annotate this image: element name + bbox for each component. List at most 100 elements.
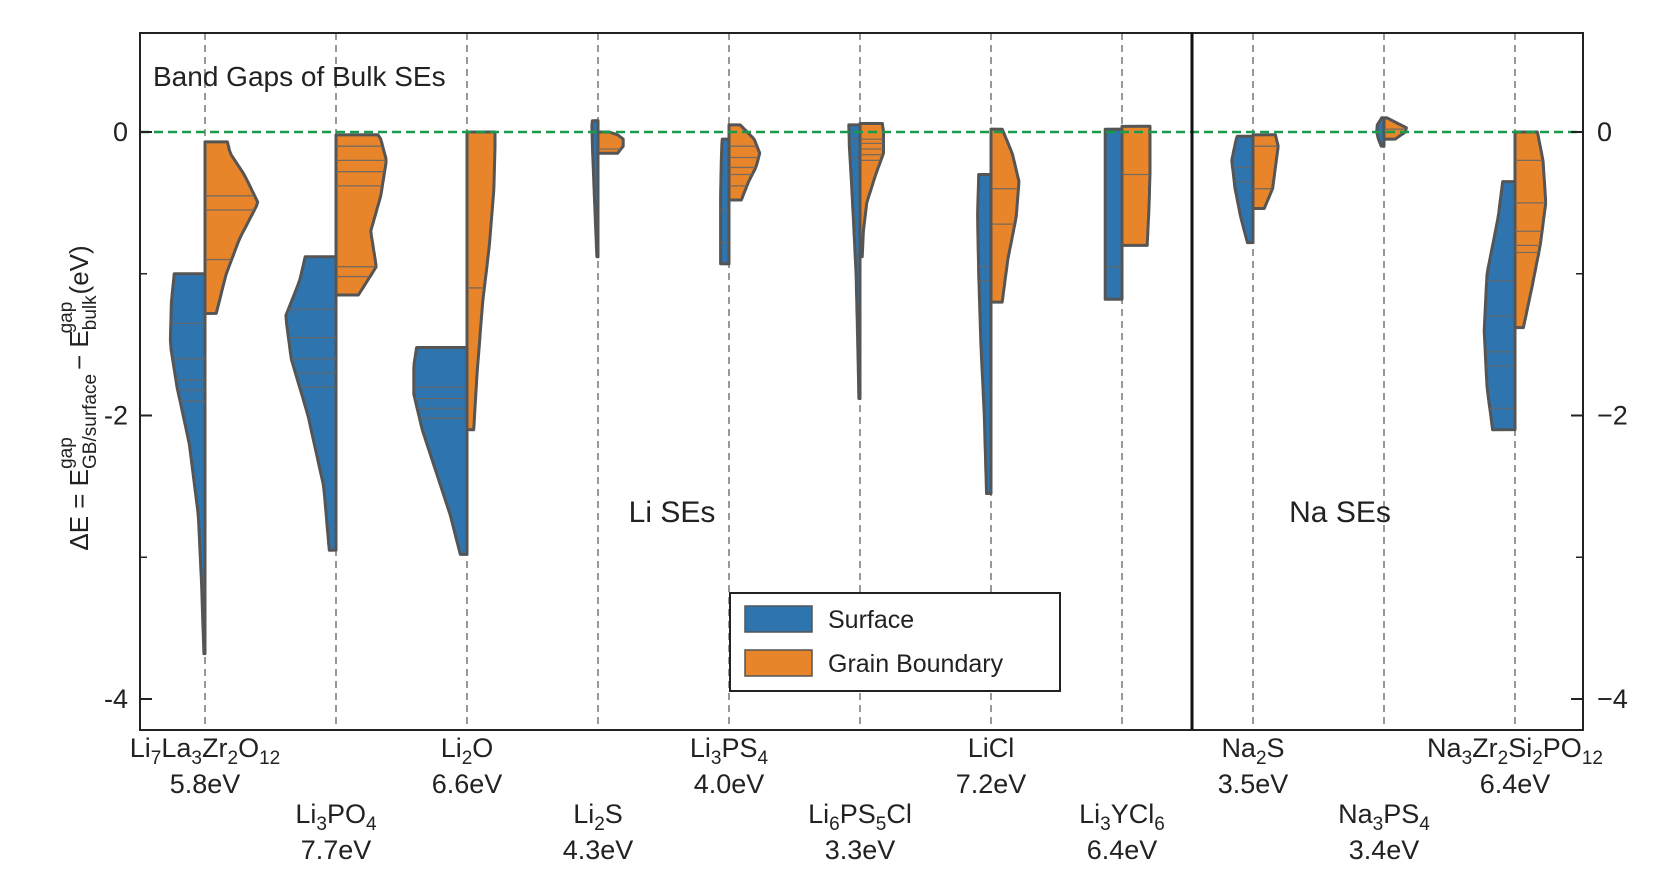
formula-part: 4 [758,748,769,769]
formula-part: 12 [1582,748,1603,769]
violin-1 [284,133,388,552]
violin-9-grain-boundary-body [1382,116,1408,141]
violin-1-grain-boundary-body [334,133,388,297]
y-tick-label-right-2: 0 [1597,117,1612,147]
legend-label-grain-boundary: Grain Boundary [828,650,1004,678]
violin-1-surface-body [284,255,338,552]
y-axis-label: ΔE = EGB/surfacegap − Ebulkgap (eV) [56,245,101,550]
region-labels: Li SEs Na SEs [629,496,1391,529]
violin-8 [1230,133,1280,245]
violin-10-grain-boundary-body [1513,130,1548,330]
violin-5-surface-body [847,123,862,400]
ylabel-mid: − E [64,330,94,377]
formula-part: 3 [1373,814,1384,835]
x-label-formula-3: Li2S [573,799,623,835]
formula-part: Na [1221,733,1256,763]
x-label-bandgap-1: 7.7eV [301,835,372,865]
violin-3 [590,119,625,259]
formula-part: Li [441,733,462,763]
ylabel-sup2: gap [56,302,77,334]
x-label-bandgap-7: 6.4eV [1087,835,1158,865]
region-label-1: Na SEs [1289,496,1391,529]
x-label-formula-4: Li3PS4 [690,733,769,769]
formula-part: Si [1508,733,1532,763]
formula-part: Li [808,799,829,829]
formula-part: 2 [1256,748,1267,769]
formula-part: Na [1427,733,1462,763]
y-tick-label-left-1: -2 [104,401,128,431]
violin-9 [1375,116,1408,148]
x-label-bandgap-8: 3.5eV [1218,769,1289,799]
formula-part: 3 [316,814,327,835]
formula-part: Zr [1472,733,1497,763]
x-label-bandgap-3: 4.3eV [563,835,634,865]
formula-part: 2 [462,748,473,769]
formula-part: PS [840,799,876,829]
legend-swatch-surface [744,605,813,633]
formula-part: 3 [1462,748,1473,769]
y-tick-label-right-0: −4 [1597,684,1628,714]
violin-4-surface-body [719,137,731,266]
x-label-formula-7: Li3YCl6 [1079,799,1165,835]
violin-10 [1482,130,1548,432]
formula-part: 2 [1532,748,1543,769]
violin-3-surface-body [590,119,600,259]
formula-part: 2 [594,814,605,835]
formula-part: 3 [191,748,202,769]
x-label-formula-1: Li3PO4 [295,799,377,835]
violin-8-surface-body [1230,134,1255,245]
y-tick-label-right-1: −2 [1597,401,1628,431]
x-label-bandgap-4: 4.0eV [694,769,765,799]
formula-part: PO [1543,733,1582,763]
x-label-formula-9: Na3PS4 [1338,799,1430,835]
formula-part: Zr [202,733,227,763]
legend: Surface Grain Boundary [729,592,1061,692]
violin-6 [976,127,1021,495]
x-label-formula-6: LiCl [968,733,1015,763]
formula-part: Li [690,733,711,763]
formula-part: LiCl [968,733,1015,763]
x-label-bandgap-9: 3.4eV [1349,835,1420,865]
x-label-formula-0: Li7La3Zr2O12 [130,733,280,769]
formula-part: 2 [227,748,238,769]
violin-2-surface-body [412,345,469,556]
x-label-formula-8: Na2S [1221,733,1284,769]
formula-part: 12 [259,748,280,769]
x-label-formula-5: Li6PS5Cl [808,799,912,835]
violin-7-surface-body [1103,127,1124,301]
formula-part: 4 [1419,814,1430,835]
plot-frame [139,32,1584,731]
violin-4-grain-boundary-body [727,123,762,202]
x-label-bandgap-6: 7.2eV [956,769,1027,799]
x-label-bandgap-0: 5.8eV [170,769,241,799]
formula-part: Cl [886,799,912,829]
formula-part: Li [573,799,594,829]
formula-part: PO [327,799,366,829]
ylabel-prefix: ΔE = E [64,469,94,551]
formula-part: Li [1079,799,1100,829]
y-axes: -4 −4 -2 −2 0 0 [104,117,1628,714]
x-label-formula-2: Li2O [441,733,494,769]
chart-title: Band Gaps of Bulk SEs [153,61,446,92]
x-tick-labels: Li7La3Zr2O125.8eVLi3PO47.7eVLi2O6.6eVLi2… [130,733,1603,865]
y-tick-label-left-0: -4 [104,684,128,714]
x-label-formula-10: Na3Zr2Si2PO12 [1427,733,1603,769]
plot-border [139,32,1584,731]
violin-2 [412,130,497,556]
violin-5-grain-boundary-body [858,121,885,259]
formula-part: 6 [1154,814,1165,835]
ylabel-sub1: GB/surface [80,374,101,469]
violin-3-grain-boundary-body [596,130,625,155]
formula-part: 3 [1100,814,1111,835]
formula-part: 3 [711,748,722,769]
violin-2-grain-boundary-body [465,130,497,432]
formula-part: 5 [876,814,887,835]
y-tick-label-left-2: 0 [113,117,128,147]
violin-7 [1103,124,1152,301]
x-label-bandgap-5: 3.3eV [825,835,896,865]
formula-part: PS [1383,799,1419,829]
formula-part: S [605,799,623,829]
violin-0 [168,140,260,656]
formula-part: O [472,733,493,763]
